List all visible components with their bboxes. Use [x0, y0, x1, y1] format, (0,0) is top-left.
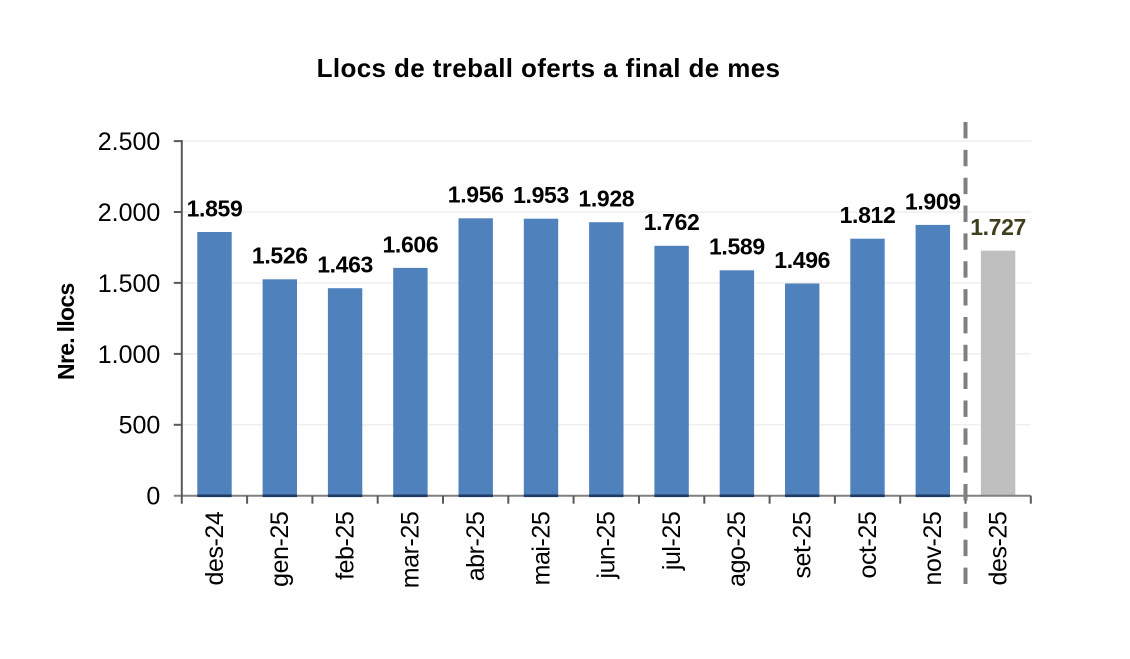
- svg-text:jun-25: jun-25: [593, 512, 621, 580]
- svg-text:des-24: des-24: [201, 511, 229, 585]
- svg-text:des-25: des-25: [984, 512, 1012, 586]
- svg-text:1.500: 1.500: [98, 270, 161, 298]
- svg-text:mar-25: mar-25: [397, 512, 425, 589]
- svg-text:1.928: 1.928: [578, 186, 634, 212]
- svg-text:jul-25: jul-25: [658, 512, 686, 571]
- svg-text:500: 500: [119, 412, 161, 440]
- svg-text:1.463: 1.463: [317, 252, 373, 278]
- svg-text:gen-25: gen-25: [266, 512, 294, 587]
- svg-text:abr-25: abr-25: [462, 512, 490, 582]
- svg-text:1.000: 1.000: [98, 341, 161, 369]
- svg-text:1.859: 1.859: [187, 195, 243, 221]
- svg-text:1.526: 1.526: [252, 243, 308, 269]
- svg-text:1.956: 1.956: [448, 182, 504, 208]
- svg-text:set-25: set-25: [789, 512, 817, 579]
- svg-text:oct-25: oct-25: [854, 512, 882, 579]
- svg-text:1.606: 1.606: [382, 231, 438, 257]
- svg-text:1.727: 1.727: [970, 214, 1026, 240]
- svg-text:feb-25: feb-25: [331, 512, 359, 580]
- svg-text:0: 0: [146, 483, 160, 511]
- svg-text:Llocs de treball oferts a fina: Llocs de treball oferts a final de mes: [317, 53, 781, 83]
- svg-text:1.812: 1.812: [840, 202, 896, 228]
- svg-text:1.953: 1.953: [513, 182, 569, 208]
- svg-text:nov-25: nov-25: [919, 512, 947, 586]
- svg-text:Nre. llocs: Nre. llocs: [53, 283, 79, 380]
- svg-text:1.909: 1.909: [905, 188, 961, 214]
- svg-text:ago-25: ago-25: [723, 512, 751, 587]
- svg-text:2.500: 2.500: [98, 128, 161, 156]
- svg-text:mai-25: mai-25: [527, 512, 555, 586]
- svg-text:1.762: 1.762: [644, 209, 700, 235]
- svg-text:1.589: 1.589: [709, 234, 765, 260]
- svg-text:1.496: 1.496: [774, 247, 830, 273]
- svg-text:2.000: 2.000: [98, 199, 161, 227]
